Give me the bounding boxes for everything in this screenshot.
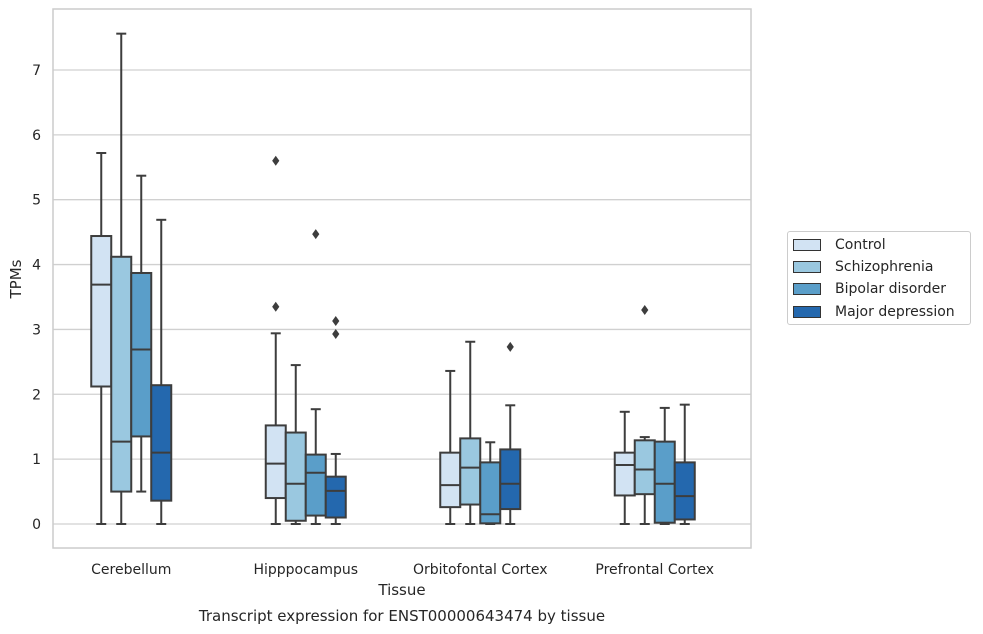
x-tick-label: Cerebellum: [91, 562, 171, 578]
box-bipolar-disorder: [304, 229, 327, 525]
box-iqr: [633, 439, 656, 496]
box-control: [439, 369, 462, 525]
x-tick-label: Orbitofontal Cortex: [413, 562, 548, 578]
chart-title: Transcript expression for ENST0000064347…: [198, 607, 605, 625]
outlier-point: [312, 229, 320, 240]
box-iqr: [613, 451, 636, 497]
box-bipolar-disorder: [653, 406, 676, 525]
legend-swatch-bipolar-disorder: [793, 283, 821, 295]
outlier-point: [272, 301, 280, 312]
box-schizophrenia: [633, 304, 656, 525]
y-tick-label: 6: [32, 128, 41, 144]
y-axis-label: TPMs: [7, 259, 25, 299]
x-tick-label: Prefrontal Cortex: [595, 562, 714, 578]
box-schizophrenia: [110, 32, 133, 525]
box-schizophrenia: [459, 340, 482, 525]
box-iqr: [284, 431, 307, 522]
box-major-depression: [499, 341, 522, 525]
legend-label-bipolar-disorder: Bipolar disorder: [835, 281, 947, 297]
x-axis-tick-labels: Cerebellum Hipppocampus Orbitofontal Corte…: [91, 562, 714, 578]
box-iqr: [264, 424, 287, 500]
y-tick-label: 1: [32, 452, 41, 468]
box-control: [90, 152, 113, 525]
box-major-depression: [324, 315, 347, 525]
box-plot-series: [90, 32, 696, 525]
outlier-point: [272, 155, 280, 166]
legend-label-schizophrenia: Schizophrenia: [835, 259, 934, 275]
x-tick-label: Hipppocampus: [253, 562, 358, 578]
legend-swatch-major-depression: [793, 306, 821, 318]
outlier-point: [506, 341, 514, 352]
box-iqr: [439, 451, 462, 509]
legend-label-control: Control: [835, 237, 886, 253]
box-bipolar-disorder: [130, 174, 153, 493]
box-iqr: [90, 235, 113, 388]
box-iqr: [130, 271, 153, 438]
box-schizophrenia: [284, 364, 307, 525]
box-major-depression: [150, 218, 173, 525]
outlier-point: [332, 315, 340, 326]
legend-swatch-control: [793, 239, 821, 251]
y-tick-label: 7: [32, 63, 41, 79]
y-tick-label: 5: [32, 193, 41, 209]
y-tick-label: 4: [32, 258, 41, 274]
box-iqr: [150, 384, 173, 502]
box-iqr: [459, 437, 482, 506]
box-iqr: [304, 453, 327, 517]
box-control: [613, 410, 636, 525]
y-axis-tick-labels: 0 1 2 3 4 5 6 7: [32, 63, 41, 533]
y-tick-label: 0: [32, 517, 41, 533]
legend-label-major-depression: Major depression: [835, 304, 955, 320]
box-iqr: [499, 448, 522, 511]
legend-item-schizophrenia: Schizophrenia: [793, 257, 933, 277]
box-control: [264, 155, 287, 525]
box-iqr: [673, 461, 696, 521]
box-iqr: [110, 255, 133, 493]
box-bipolar-disorder: [479, 441, 502, 525]
outlier-point: [332, 328, 340, 339]
legend: Control Schizophrenia Bipolar disorder M…: [787, 231, 971, 325]
x-axis-label: Tissue: [377, 581, 425, 599]
legend-item-major-depression: Major depression: [793, 302, 955, 322]
box-iqr: [653, 440, 676, 524]
legend-item-control: Control: [793, 235, 886, 255]
box-iqr: [324, 475, 347, 519]
y-tick-label: 2: [32, 387, 41, 403]
outlier-point: [641, 304, 649, 315]
legend-item-bipolar-disorder: Bipolar disorder: [793, 279, 946, 299]
plot-area-frame: [52, 8, 752, 549]
y-tick-label: 3: [32, 322, 41, 338]
legend-swatch-schizophrenia: [793, 261, 821, 273]
box-major-depression: [673, 403, 696, 525]
